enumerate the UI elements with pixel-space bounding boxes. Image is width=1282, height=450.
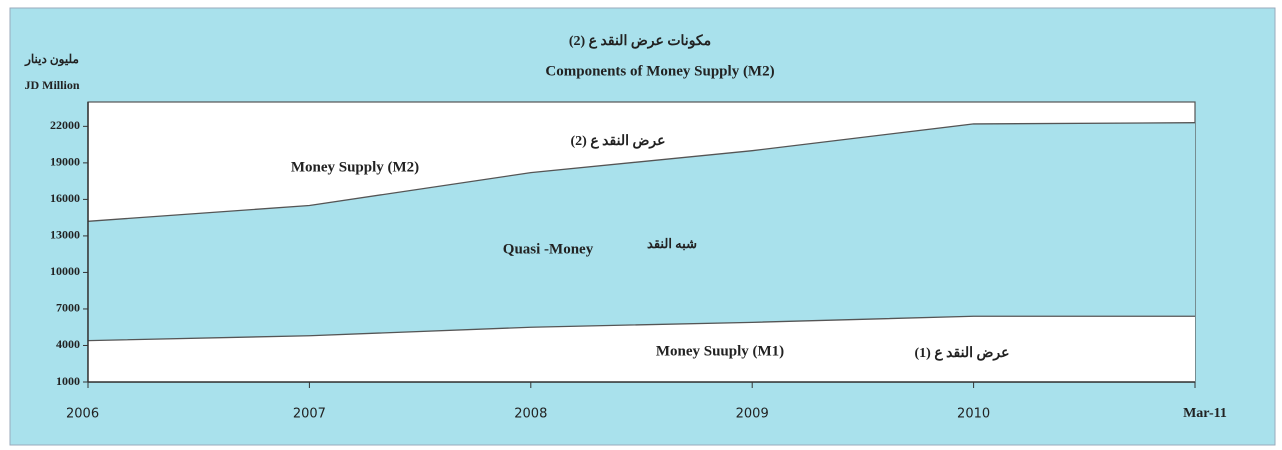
chart-title: Components of Money Supply (M2) bbox=[545, 63, 774, 79]
series-label-ar: عرض النقد ع (2) bbox=[570, 134, 665, 149]
y-tick-label: 16000 bbox=[50, 191, 80, 205]
area-line bbox=[87, 315, 1195, 342]
x-tick-label: Mar-11 bbox=[1183, 406, 1227, 421]
y-tick-label: 22000 bbox=[50, 118, 80, 132]
y-tick-label: 4000 bbox=[56, 337, 80, 351]
x-tick-label: 2009 bbox=[736, 407, 769, 422]
annotation-ar: شبه النقد bbox=[647, 236, 697, 251]
chart-title-ar: مكونات عرض النقد ع (2) bbox=[569, 33, 711, 49]
x-tick-label: 2010 bbox=[957, 407, 990, 422]
y-axis-label: JD Million bbox=[24, 78, 79, 92]
series-label: Money Supply (M2) bbox=[291, 159, 419, 175]
y-axis-label-ar: مليون دينار bbox=[24, 52, 79, 67]
y-tick-label: 13000 bbox=[50, 228, 80, 242]
x-tick-label: 2008 bbox=[514, 407, 547, 422]
plot bbox=[87, 101, 1196, 383]
y-tick-label: 19000 bbox=[50, 155, 80, 169]
y-tick-label: 10000 bbox=[50, 264, 80, 278]
area-line bbox=[87, 122, 1196, 222]
x-tick-label: 2006 bbox=[66, 407, 99, 422]
y-tick-label: 1000 bbox=[56, 374, 80, 388]
series-label-ar: عرض النقد ع (1) bbox=[914, 346, 1009, 361]
x-tick-label: 2007 bbox=[293, 407, 326, 422]
area bbox=[88, 316, 1195, 382]
annotation: Quasi -Money bbox=[503, 241, 594, 257]
y-tick-label: 7000 bbox=[56, 301, 80, 315]
series-label: Money Suuply (M1) bbox=[656, 343, 784, 359]
